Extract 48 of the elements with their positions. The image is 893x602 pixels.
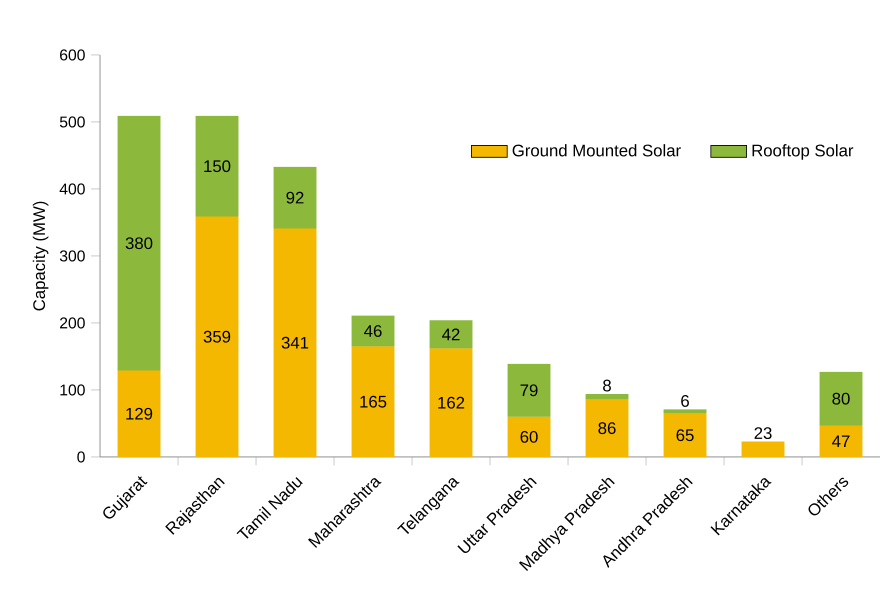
- y-tick-label: 0: [77, 451, 85, 463]
- bar: [430, 348, 472, 457]
- data-label: 162: [438, 396, 464, 409]
- y-tick-label: 400: [60, 183, 85, 195]
- data-label: 129: [126, 408, 152, 420]
- bar: [508, 416, 550, 457]
- bar: [118, 370, 160, 457]
- bar: [274, 228, 316, 457]
- data-label: 65: [676, 429, 694, 442]
- data-label: 79: [520, 384, 538, 396]
- bar: [586, 399, 628, 457]
- data-label: 8: [603, 380, 611, 392]
- y-axis-title: Capacity (MW): [32, 202, 48, 310]
- data-label: 47: [832, 435, 850, 447]
- bar: [352, 316, 394, 346]
- data-label: 86: [598, 422, 616, 434]
- data-label: 23: [754, 427, 772, 440]
- data-label: 150: [204, 160, 230, 172]
- bar: [274, 166, 316, 228]
- bar: [352, 346, 394, 457]
- data-label: 60: [520, 430, 538, 443]
- bar: [820, 425, 862, 457]
- y-tick-label: 200: [60, 317, 85, 329]
- data-label: 80: [832, 392, 850, 405]
- data-label: 380: [126, 237, 152, 250]
- bar: [196, 216, 238, 457]
- data-label: 165: [360, 396, 386, 408]
- data-label: 341: [282, 336, 308, 349]
- y-tick-label: 100: [60, 384, 85, 396]
- bar: [508, 364, 550, 417]
- y-tick-label: 600: [60, 49, 85, 61]
- data-label: 42: [442, 328, 460, 340]
- data-label: 359: [204, 330, 230, 343]
- bar: [196, 116, 238, 216]
- data-label: 92: [286, 192, 304, 204]
- bar: [586, 394, 628, 400]
- bar: [664, 413, 706, 457]
- bar: [430, 320, 472, 348]
- data-label: 46: [364, 325, 382, 337]
- data-label: 6: [681, 395, 689, 407]
- bar: [118, 116, 160, 371]
- y-tick-label: 500: [60, 116, 85, 128]
- legend-label: Rooftop Solar: [752, 144, 854, 160]
- bar: [820, 372, 862, 426]
- y-tick-label: 300: [60, 250, 85, 262]
- bar: [664, 409, 706, 414]
- legend-label: Ground Mounted Solar: [512, 144, 681, 156]
- bar: [742, 442, 784, 457]
